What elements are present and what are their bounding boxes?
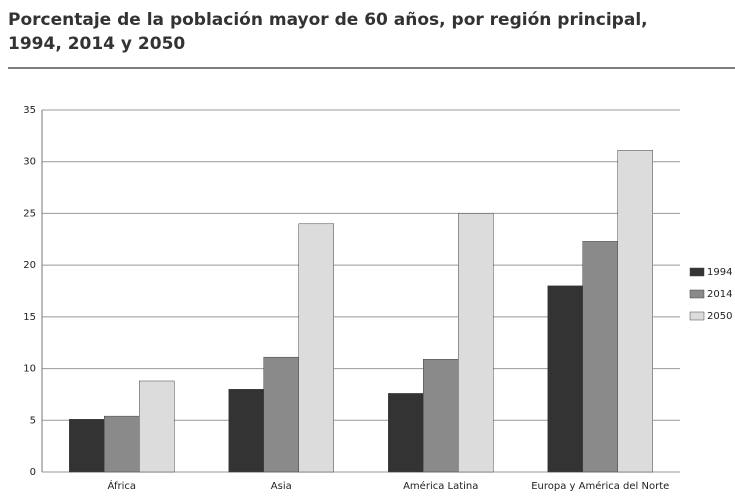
legend-swatch: [689, 289, 705, 299]
y-tick-label: 20: [23, 260, 36, 271]
x-tick-label: África: [107, 479, 136, 492]
legend-swatch: [689, 267, 705, 277]
bar: [617, 150, 653, 473]
x-tick-label: América Latina: [403, 480, 478, 492]
bar: [582, 241, 618, 473]
bar: [69, 419, 105, 473]
y-tick-label: 10: [23, 364, 36, 375]
bar: [423, 359, 459, 473]
chart-title: 1994, 2014 y 2050: [8, 34, 185, 54]
legend-swatch: [689, 311, 705, 321]
bar: [388, 393, 424, 473]
y-tick-label: 35: [23, 105, 36, 116]
y-tick-label: 30: [23, 157, 36, 168]
bar: [547, 285, 583, 473]
legend-label: 2014: [707, 289, 732, 300]
x-tick-label: Asia: [271, 481, 292, 492]
y-tick-label: 25: [23, 208, 36, 219]
y-tick-label: 15: [23, 312, 36, 323]
bar: [298, 223, 334, 473]
x-tick-label: Europa y América del Norte: [531, 480, 669, 492]
bar: [104, 415, 140, 473]
y-tick-label: 0: [30, 467, 36, 478]
legend-label: 1994: [707, 267, 732, 278]
legend-label: 2050: [707, 311, 732, 322]
bar: [458, 213, 494, 473]
y-tick-label: 5: [30, 415, 36, 426]
bar: [263, 356, 299, 473]
bar: [139, 380, 175, 473]
chart-title: Porcentaje de la población mayor de 60 a…: [8, 10, 648, 30]
bar: [228, 389, 264, 473]
